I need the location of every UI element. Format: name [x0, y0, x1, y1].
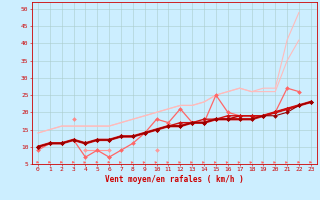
X-axis label: Vent moyen/en rafales ( km/h ): Vent moyen/en rafales ( km/h )	[105, 175, 244, 184]
